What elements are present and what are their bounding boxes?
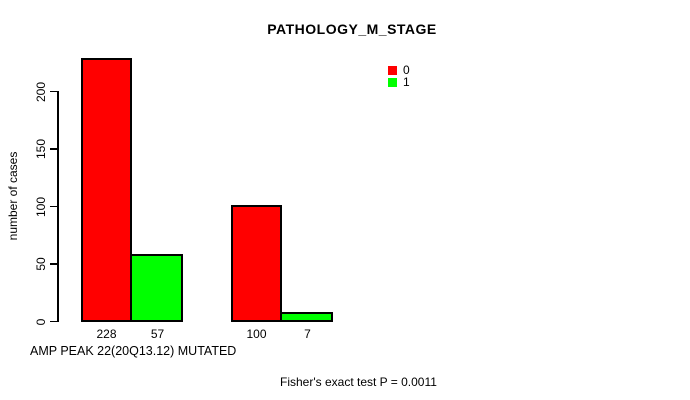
y-tick-label: 0 <box>34 318 48 325</box>
y-tick-mark <box>50 263 57 265</box>
legend-label: 1 <box>403 75 410 89</box>
y-axis-label: number of cases <box>6 151 20 241</box>
fisher-test-annotation: Fisher's exact test P = 0.0011 <box>280 375 437 389</box>
chart-title: PATHOLOGY_M_STAGE <box>267 21 437 37</box>
y-tick-label: 200 <box>34 81 48 102</box>
legend-swatch-icon <box>388 65 397 75</box>
x-axis-label: AMP PEAK 22(20Q13.12) MUTATED <box>30 344 237 358</box>
legend-swatch-icon <box>388 77 397 87</box>
y-axis-line <box>57 91 59 322</box>
y-tick-mark <box>50 320 57 323</box>
y-tick-mark <box>50 148 57 150</box>
bar-series-1-group-2 <box>280 312 333 322</box>
y-tick-mark <box>50 90 57 93</box>
y-tick-label: 50 <box>34 257 48 271</box>
legend-item: 1 <box>388 75 410 89</box>
bar-count-label: 57 <box>150 327 165 341</box>
y-tick-label: 150 <box>34 138 48 160</box>
bar-series-1-group-1 <box>130 254 183 322</box>
y-tick-label: 100 <box>34 196 48 217</box>
bar-count-label: 228 <box>96 327 117 341</box>
legend-label: 0 <box>403 63 410 77</box>
bar-count-label: 100 <box>246 327 267 341</box>
bar-count-label: 7 <box>304 327 311 341</box>
bar-series-0-group-1 <box>81 58 132 322</box>
legend-item: 0 <box>388 63 410 77</box>
bar-series-0-group-2 <box>231 205 282 322</box>
y-tick-mark <box>50 205 57 208</box>
